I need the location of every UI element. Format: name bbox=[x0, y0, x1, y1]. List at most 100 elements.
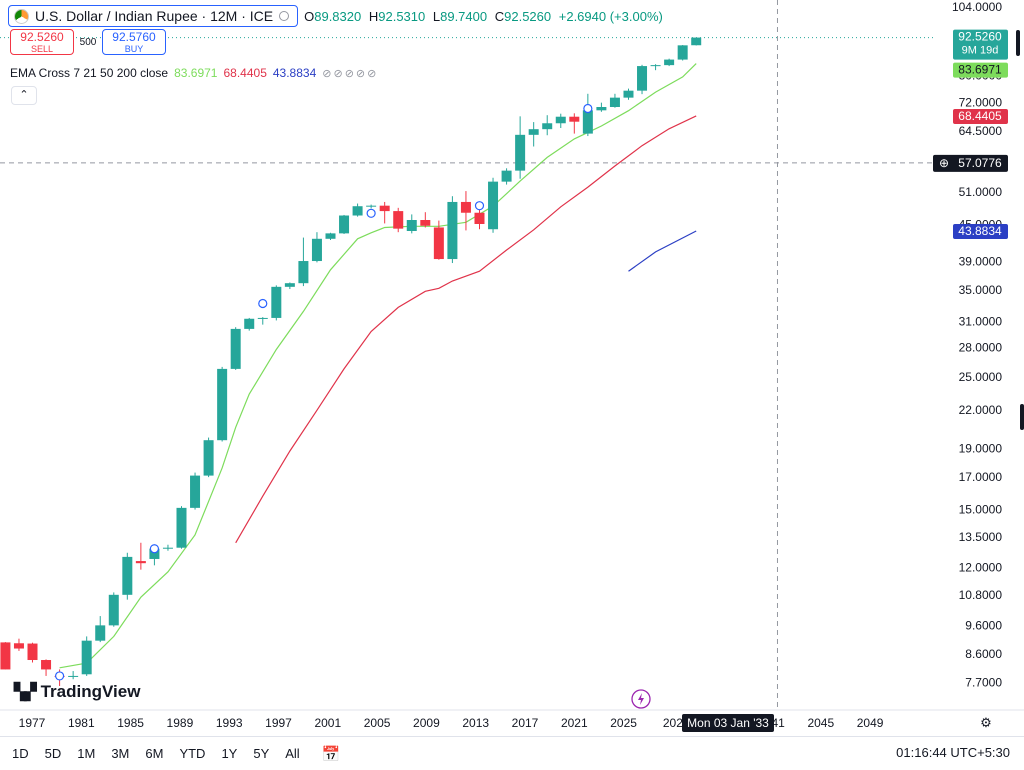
eye-off-icon[interactable]: ⊘ bbox=[355, 67, 366, 80]
range-all-button[interactable]: All bbox=[285, 746, 300, 761]
candle bbox=[257, 317, 268, 325]
clock-timezone[interactable]: 01:16:44 UTC+5:30 bbox=[896, 745, 1010, 760]
time-tick-label: 202 bbox=[663, 716, 683, 730]
price-tick-label: 64.5000 bbox=[959, 124, 1003, 138]
range-5y-button[interactable]: 5Y bbox=[253, 746, 270, 761]
marker-circle bbox=[54, 671, 65, 681]
scale-handle-top[interactable] bbox=[1016, 30, 1020, 56]
quantity-field[interactable]: 500 bbox=[79, 36, 97, 48]
candle-body bbox=[582, 110, 593, 134]
range-1y-button[interactable]: 1Y bbox=[221, 746, 238, 761]
candle bbox=[122, 552, 133, 600]
crosshair-price-text: 57.0776 bbox=[958, 156, 1002, 170]
price-tick-label: 17.0000 bbox=[959, 470, 1003, 484]
candle-body bbox=[650, 65, 661, 67]
candle bbox=[501, 168, 512, 185]
event-icon[interactable] bbox=[474, 201, 485, 211]
candle-body bbox=[352, 206, 363, 216]
symbol-title: U.S. Dollar / Indian Rupee · 12M · ICE bbox=[35, 8, 274, 24]
candle bbox=[379, 201, 390, 224]
dividend-icon[interactable] bbox=[149, 544, 160, 554]
collapse-legend-button[interactable]: ⌃ bbox=[11, 86, 37, 105]
market-status-icon[interactable] bbox=[279, 11, 290, 21]
lightning-icon[interactable] bbox=[631, 689, 651, 709]
time-tick-label: 1985 bbox=[117, 716, 144, 730]
candle bbox=[637, 64, 648, 95]
range-ytd-button[interactable]: YTD bbox=[179, 746, 206, 761]
settings-gear-icon[interactable]: ⚙ bbox=[980, 715, 992, 730]
candle bbox=[325, 232, 336, 241]
tradingview-logo[interactable]: ▚▞ TradingView bbox=[14, 682, 140, 702]
scale-handle-mid[interactable] bbox=[1020, 404, 1024, 430]
indicator-name: EMA Cross 7 21 50 200 close bbox=[10, 66, 169, 80]
candle bbox=[515, 116, 526, 179]
range-1m-button[interactable]: 1M bbox=[77, 746, 96, 761]
candle-body bbox=[406, 220, 417, 231]
candle-body bbox=[691, 37, 702, 46]
candle-body bbox=[271, 286, 282, 318]
indicator-legend[interactable]: EMA Cross 7 21 50 200 close 83.6971 68.4… bbox=[10, 66, 378, 80]
candle-body bbox=[664, 59, 675, 66]
close-value: 92.5260 bbox=[504, 8, 552, 24]
candle bbox=[691, 37, 702, 46]
candle bbox=[664, 58, 675, 67]
marker-circle bbox=[258, 298, 268, 309]
candle-body bbox=[637, 66, 648, 91]
crosshair-price-label: ⊕ 57.0776 bbox=[933, 154, 1008, 172]
candle-body bbox=[555, 116, 566, 124]
price-chart[interactable]: 1977 1981 1985 1989 1993 1997 2001 2005 2009 2013… bbox=[0, 0, 1024, 736]
time-tick-label: 2021 bbox=[561, 716, 588, 730]
event-icon[interactable] bbox=[258, 298, 268, 309]
candle-body bbox=[257, 317, 268, 319]
range-5d-button[interactable]: 5D bbox=[44, 746, 62, 761]
eye-off-icon[interactable]: ⊘ bbox=[333, 67, 343, 80]
candle-body bbox=[393, 211, 404, 229]
crosshair-date-text: Mon 03 Jan '33 bbox=[687, 716, 769, 730]
candle bbox=[135, 542, 146, 570]
ema50-line bbox=[628, 230, 697, 272]
series-label-bg bbox=[953, 62, 1008, 78]
crosshair-price-bg bbox=[933, 154, 1008, 172]
candle bbox=[203, 437, 214, 478]
split-icon[interactable] bbox=[54, 671, 65, 681]
price-axis[interactable]: 104.000080.000072.000064.500051.000045.0… bbox=[952, 0, 1002, 689]
lightning-glyph bbox=[638, 693, 644, 705]
candle-body bbox=[488, 181, 499, 230]
tradingview-mark-icon: ▚▞ bbox=[14, 684, 37, 701]
plus-circle-icon[interactable]: ⊕ bbox=[939, 156, 949, 170]
range-6m-button[interactable]: 6M bbox=[145, 746, 164, 761]
candle bbox=[650, 64, 661, 71]
symbol-search[interactable]: U.S. Dollar / Indian Rupee · 12M · ICE bbox=[8, 5, 299, 27]
candle bbox=[108, 592, 119, 627]
candle-body bbox=[501, 170, 512, 182]
tradingview-wordmark: TradingView bbox=[40, 682, 141, 701]
candle-body bbox=[542, 123, 553, 130]
price-tick-label: 15.0000 bbox=[959, 503, 1003, 517]
eye-off-icon[interactable]: ⊘ bbox=[344, 67, 354, 80]
last-price-text: 92.5260 bbox=[958, 30, 1002, 44]
calendar-goto-icon[interactable]: 📅 bbox=[321, 745, 341, 763]
buy-button[interactable]: 92.5760 BUY bbox=[102, 29, 166, 55]
candle bbox=[68, 671, 79, 680]
candle-body bbox=[515, 134, 526, 171]
time-axis[interactable]: 1977 1981 1985 1989 1993 1997 2001 2005 2009 2013… bbox=[19, 715, 992, 730]
candle-body bbox=[135, 561, 146, 564]
eye-off-icon[interactable]: ⊘ bbox=[367, 67, 377, 80]
candle bbox=[677, 45, 688, 61]
range-1d-button[interactable]: 1D bbox=[12, 746, 29, 761]
price-tick-label: 7.7000 bbox=[965, 676, 1002, 690]
eye-off-icon[interactable]: ⊘ bbox=[322, 67, 332, 80]
crosshair-date-label: Mon 03 Jan '33 bbox=[682, 714, 774, 732]
event-icon[interactable] bbox=[366, 208, 376, 218]
candle-body bbox=[339, 215, 350, 234]
range-3m-button[interactable]: 3M bbox=[111, 746, 130, 761]
time-tick-label: 1981 bbox=[68, 716, 95, 730]
change-value: +2.6940 (+3.00%) bbox=[558, 8, 663, 24]
symbol-legend: U.S. Dollar / Indian Rupee · 12M · ICE O… bbox=[8, 5, 663, 27]
split-icon[interactable] bbox=[583, 103, 593, 114]
candle-body bbox=[298, 261, 309, 284]
candle-body bbox=[244, 318, 255, 329]
sell-button[interactable]: 92.5260 SELL bbox=[10, 29, 74, 55]
